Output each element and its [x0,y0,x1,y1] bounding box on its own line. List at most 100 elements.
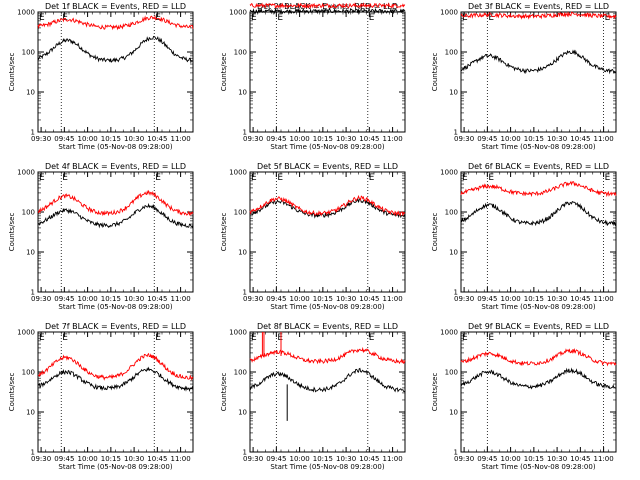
event-marker-label: E [369,173,375,183]
x-tick-label: 11:00 [171,135,191,143]
lld-series-line [37,14,194,31]
event-marker-label: E [488,173,494,183]
plot-frame [460,11,617,133]
x-tick-label: 10:15 [313,135,333,143]
edge-marker-label: E [462,333,468,343]
x-tick-label: 10:00 [501,295,521,303]
y-tick-label: 1 [454,129,458,137]
y-tick-label: 1 [31,289,35,297]
x-tick-label: 09:30 [454,455,474,463]
y-tick-label: 1 [31,449,35,457]
events-series-line [249,7,406,15]
edge-marker-label: E [39,333,45,343]
y-tick-label: 100 [445,209,458,217]
events-series-line [460,49,617,75]
y-tick-label: 10 [26,249,35,257]
detector-panel: Det 3f BLACK = Events, RED = LLD 1 10 100 10… [431,2,617,151]
y-tick-label: 1000 [440,169,458,177]
x-tick-label: 10:30 [124,295,144,303]
y-tick-label: 1 [243,129,247,137]
x-tick-label: 09:30 [243,455,263,463]
lld-series-line [37,189,194,217]
y-tick-label: 1000 [229,329,247,337]
x-tick-label: 11:00 [594,295,614,303]
x-tick-label: 10:45 [147,135,167,143]
plot-frame [249,331,406,453]
y-axis-title: Counts/sec [431,53,439,92]
x-tick-label: 10:00 [290,455,310,463]
x-tick-label: 11:00 [383,295,403,303]
y-tick-label: 100 [234,369,247,377]
lld-series-line [37,352,194,381]
x-tick-label: 10:30 [124,135,144,143]
y-axis-title: Counts/sec [220,53,228,92]
y-tick-label: 1000 [17,9,35,17]
edge-marker-label: E [39,173,45,183]
event-marker-label: E [62,173,68,183]
x-tick-label: 10:30 [547,295,567,303]
x-axis-title: Start Time (05-Nov-08 09:28:00) [481,463,595,471]
lld-series-line [249,346,406,365]
y-axis-title: Counts/sec [8,53,16,92]
edge-marker-label: E [462,173,468,183]
panel-title: Det 5f BLACK = Events, RED = LLD [257,162,398,171]
x-tick-label: 10:00 [501,135,521,143]
x-tick-label: 10:45 [570,455,590,463]
x-tick-label: 10:30 [336,295,356,303]
x-tick-label: 09:45 [54,455,74,463]
x-tick-label: 10:00 [501,455,521,463]
panel-title: Det 4f BLACK = Events, RED = LLD [45,162,186,171]
events-series-line [460,200,617,227]
y-tick-label: 1 [31,129,35,137]
y-tick-label: 1 [454,289,458,297]
x-tick-label: 10:30 [336,455,356,463]
x-tick-label: 10:30 [547,455,567,463]
y-tick-label: 1 [454,449,458,457]
x-tick-label: 10:15 [313,455,333,463]
panel-title: Det 6f BLACK = Events, RED = LLD [468,162,609,171]
y-axis-title: Counts/sec [8,213,16,252]
y-tick-label: 10 [449,249,458,257]
x-tick-label: 10:15 [101,295,121,303]
event-marker-label: E [605,173,611,183]
x-tick-label: 09:30 [454,295,474,303]
detector-panel: Det 4f BLACK = Events, RED = LLD 1 10 100 10… [8,162,194,311]
x-axis-title: Start Time (05-Nov-08 09:28:00) [270,143,384,151]
detector-panel: Det 2f BLACK = Events, RED = LLD 1 10 100 10… [220,2,406,151]
y-axis-title: Counts/sec [220,373,228,412]
x-tick-label: 10:00 [290,295,310,303]
y-tick-label: 1000 [17,329,35,337]
x-tick-label: 10:15 [524,135,544,143]
x-tick-label: 10:45 [570,135,590,143]
y-tick-label: 100 [234,209,247,217]
event-marker-label: E [155,333,161,343]
edge-marker-label: E [39,13,45,23]
detector-panel: Det 8f BLACK = Events, RED = LLD 1 10 100 10… [220,322,406,471]
edge-marker-label: E [251,13,257,23]
x-tick-label: 10:15 [101,135,121,143]
x-tick-label: 09:45 [477,135,497,143]
plot-frame [460,331,617,453]
y-tick-label: 1000 [229,169,247,177]
x-axis-title: Start Time (05-Nov-08 09:28:00) [270,463,384,471]
x-tick-label: 09:30 [243,135,263,143]
y-tick-label: 1 [243,289,247,297]
y-tick-label: 1000 [440,9,458,17]
event-marker-label: E [155,13,161,23]
lld-series-line [249,2,406,10]
x-axis-title: Start Time (05-Nov-08 09:28:00) [58,143,172,151]
event-marker-label: E [369,13,375,23]
y-tick-label: 1000 [440,329,458,337]
x-tick-label: 11:00 [171,295,191,303]
x-axis-title: Start Time (05-Nov-08 09:28:00) [270,303,384,311]
panel-title: Det 8f BLACK = Events, RED = LLD [257,322,398,331]
lld-series-line [249,194,406,217]
plot-frame [249,11,406,133]
x-tick-label: 10:00 [78,455,98,463]
y-tick-label: 10 [449,409,458,417]
x-axis-title: Start Time (05-Nov-08 09:28:00) [481,303,595,311]
y-tick-label: 1 [243,449,247,457]
event-marker-label: E [605,333,611,343]
x-tick-label: 10:15 [313,295,333,303]
